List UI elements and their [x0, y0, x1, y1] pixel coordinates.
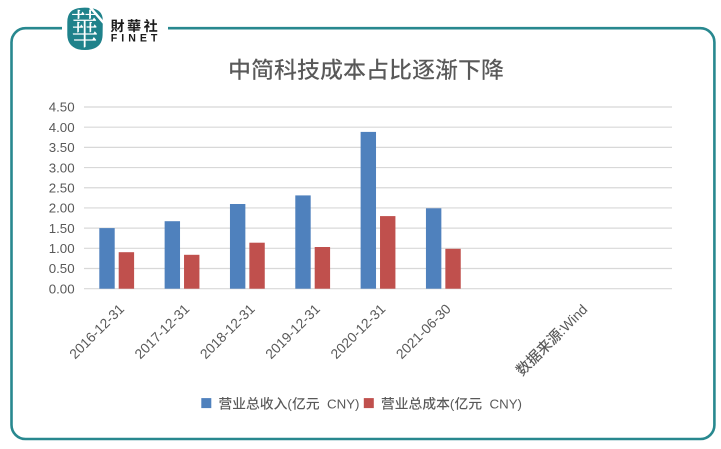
svg-text:2.50: 2.50	[49, 180, 75, 195]
svg-text:2018-12-31: 2018-12-31	[197, 301, 258, 362]
svg-text:3.00: 3.00	[49, 160, 75, 175]
svg-text:2.00: 2.00	[49, 201, 75, 216]
svg-text:0.00: 0.00	[49, 281, 75, 296]
svg-text:(: (	[450, 397, 455, 412]
svg-text:2020-12-31: 2020-12-31	[328, 301, 389, 362]
svg-text:CNY): CNY)	[482, 397, 522, 412]
svg-text:0.50: 0.50	[49, 261, 75, 276]
svg-text:(: (	[287, 397, 292, 412]
svg-text:FINET: FINET	[111, 32, 162, 44]
svg-text:4.50: 4.50	[49, 100, 75, 115]
svg-text:1.00: 1.00	[49, 241, 75, 256]
svg-text:3.50: 3.50	[49, 140, 75, 155]
svg-text:2019-12-31: 2019-12-31	[263, 301, 324, 362]
svg-text:2017-12-31: 2017-12-31	[132, 301, 193, 362]
svg-text::Wind: :Wind	[555, 302, 591, 338]
svg-text:1.50: 1.50	[49, 221, 75, 236]
svg-text:4.00: 4.00	[49, 120, 75, 135]
svg-text:2016-12-31: 2016-12-31	[67, 301, 128, 362]
svg-text:CNY): CNY)	[320, 397, 360, 412]
svg-text:2021-06-30: 2021-06-30	[393, 301, 454, 362]
